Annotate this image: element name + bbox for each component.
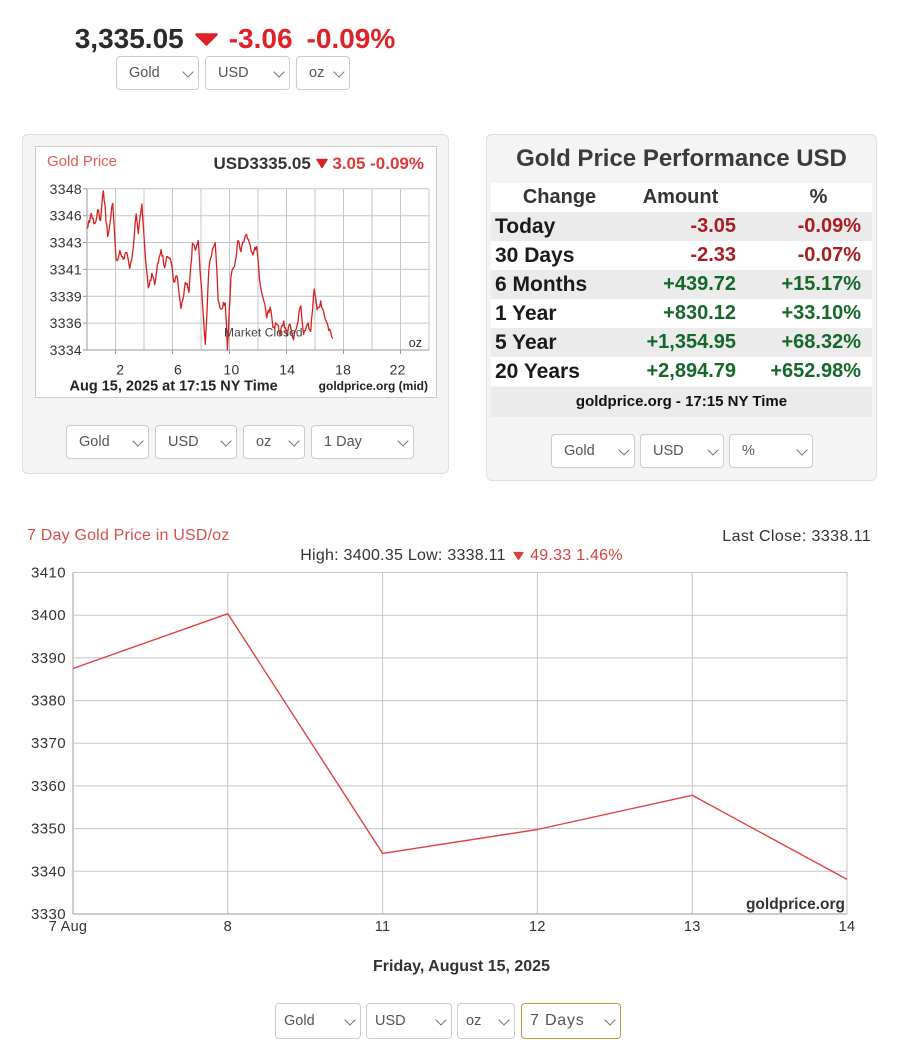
svg-text:Market Closed: Market Closed [224,326,303,340]
svg-text:12: 12 [529,919,546,935]
svg-text:3390: 3390 [31,650,66,667]
svg-text:3370: 3370 [31,735,66,752]
svg-text:3350: 3350 [31,821,66,838]
svg-text:2: 2 [116,362,124,378]
svg-text:3336: 3336 [50,315,82,331]
svg-text:3348: 3348 [50,181,82,197]
svg-text:10: 10 [223,362,239,378]
svg-text:goldprice.org (mid): goldprice.org (mid) [319,379,428,393]
svg-text:3341: 3341 [50,261,82,277]
svg-text:8: 8 [224,919,232,935]
svg-text:Aug 15, 2025 at 17:15 NY Time: Aug 15, 2025 at 17:15 NY Time [70,379,278,395]
svg-text:7 Aug: 7 Aug [49,919,88,935]
svg-text:13: 13 [684,919,701,935]
svg-text:22: 22 [390,362,406,378]
svg-text:6: 6 [174,362,182,378]
svg-text:3346: 3346 [50,208,82,224]
svg-text:3400: 3400 [31,607,66,624]
svg-text:3339: 3339 [50,288,82,304]
svg-text:14: 14 [839,919,856,935]
svg-text:3410: 3410 [31,565,66,582]
svg-text:goldprice.org: goldprice.org [746,896,845,913]
svg-text:18: 18 [335,362,351,378]
svg-text:3380: 3380 [31,693,66,710]
svg-text:11: 11 [375,919,391,935]
svg-text:oz: oz [409,336,422,350]
svg-text:3360: 3360 [31,778,66,795]
svg-text:3343: 3343 [50,235,82,251]
svg-text:14: 14 [279,362,295,378]
svg-text:3340: 3340 [31,863,66,880]
svg-text:3330: 3330 [31,906,66,923]
svg-text:3334: 3334 [50,342,82,358]
